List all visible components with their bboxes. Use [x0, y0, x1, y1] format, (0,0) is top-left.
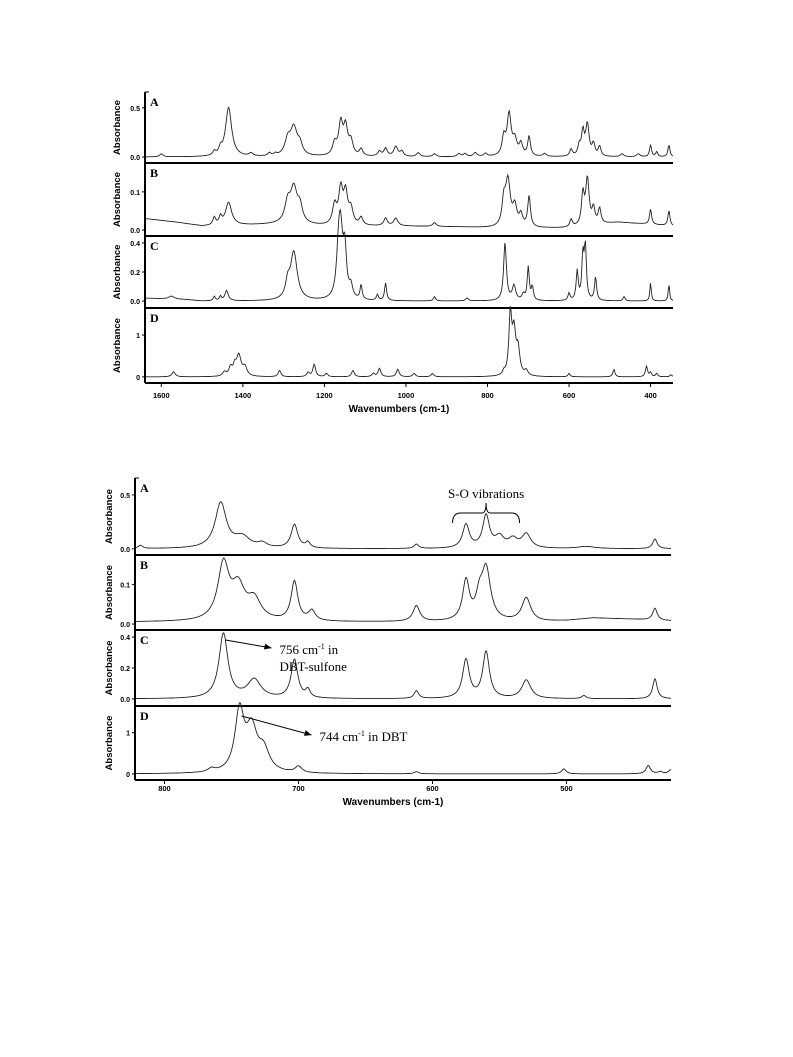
x-tick-label: 800: [481, 391, 494, 400]
arrow-line: [225, 639, 272, 649]
y-axis-title: Absorbance: [112, 245, 123, 300]
arrow-head: [303, 730, 312, 736]
panel-c: 0.0 0.2 0.4 C Absorbance: [104, 632, 672, 707]
x-tick-label: 1400: [235, 391, 252, 400]
annotation-peak-756: 756 cm-1 in DBT-sulfone: [225, 639, 347, 674]
x-axis-title: Wavenumbers (cm-1): [343, 797, 444, 808]
y-tick-label: 1: [136, 333, 140, 340]
bracket-shape: [452, 502, 521, 524]
panel-label: B: [140, 558, 148, 572]
panel-label: A: [150, 95, 159, 109]
arrow-line: [241, 715, 312, 736]
annotation-text-line2: DBT-sulfone: [279, 659, 347, 674]
x-tick-label: 600: [563, 391, 576, 400]
spectrum-line-a: [134, 501, 672, 549]
panel-d: 0 1 D Absorbance: [112, 306, 674, 384]
y-tick-label: 0.0: [120, 547, 130, 554]
panel-a: 0.0 0.5 A Absorbance: [104, 481, 672, 556]
y-tick-label: 0.2: [120, 666, 130, 673]
y-tick-label: 0.1: [120, 583, 130, 590]
spectrum-line-c: [135, 632, 672, 700]
chart-2: 0.0 0.5 A Absorbance 0.0 0.1 B Absorbance 0.0 0.2…: [104, 477, 672, 808]
panel-label: C: [140, 633, 149, 647]
spectrum-line-d: [135, 701, 672, 775]
spectrum-line-b: [135, 557, 671, 622]
panel-label: C: [150, 239, 159, 253]
spectrum-line-d: [145, 306, 674, 378]
y-axis-title: Absorbance: [104, 641, 115, 696]
x-tick-label: 400: [644, 391, 657, 400]
annotation-so-vibrations: S-O vibrations: [448, 486, 524, 524]
y-tick-label: 0.5: [120, 493, 130, 500]
y-tick-label: 0.0: [130, 228, 140, 235]
y-tick-label: 0.0: [130, 299, 140, 306]
y-tick-label: 0.4: [120, 635, 130, 642]
panel-d: 0 1 D Absorbance: [104, 701, 672, 781]
x-tick-label: 1200: [316, 391, 333, 400]
panel-label: D: [150, 311, 159, 325]
y-axis-title: Absorbance: [104, 716, 115, 771]
y-tick-label: 0.0: [120, 622, 130, 629]
x-tick-label: 700: [292, 784, 305, 793]
annotation-text: 744 cm-1 in DBT: [320, 729, 408, 744]
y-axis-title: Absorbance: [104, 489, 115, 544]
x-tick-label: 600: [426, 784, 439, 793]
arrow-head: [263, 643, 272, 650]
x-tick-label: 500: [560, 784, 573, 793]
y-axis-title: Absorbance: [112, 318, 123, 373]
y-axis-title: Absorbance: [104, 565, 115, 620]
x-axis-title: Wavenumbers (cm-1): [349, 404, 450, 415]
y-tick-label: 0.0: [120, 697, 130, 704]
y-axis-title: Absorbance: [112, 100, 123, 155]
panel-label: D: [140, 709, 149, 723]
x-tick-label: 1000: [398, 391, 415, 400]
panel-b: 0.0 0.1 B Absorbance: [104, 557, 671, 631]
y-tick-label: 1: [126, 731, 130, 738]
chart-1: 0.0 0.5 A Absorbance 0.0 0.1 B Absorbance 0.0 0.2…: [112, 91, 674, 415]
panel-label: B: [150, 166, 158, 180]
y-axis-title: Absorbance: [112, 172, 123, 227]
panel-a: 0.0 0.5 A Absorbance: [112, 95, 674, 164]
spectrum-line-c: [145, 208, 674, 302]
y-tick-label: 0.1: [130, 190, 140, 197]
y-tick-label: 0.0: [130, 155, 140, 162]
y-tick-label: 0: [126, 772, 130, 779]
y-tick-label: 0.4: [130, 241, 140, 248]
x-tick-label: 1600: [153, 391, 170, 400]
x-tick-label: 800: [158, 784, 171, 793]
annotation-peak-744: 744 cm-1 in DBT: [241, 715, 408, 744]
panel-label: A: [140, 481, 149, 495]
panel-c: 0.0 0.2 0.4 C Absorbance: [112, 208, 674, 309]
spectrum-line-b: [144, 173, 674, 228]
panel-b: 0.0 0.1 B Absorbance: [112, 166, 674, 237]
y-tick-label: 0: [136, 375, 140, 382]
spectrum-line-a: [145, 106, 674, 158]
y-tick-label: 0.5: [130, 106, 140, 113]
annotation-text: S-O vibrations: [448, 486, 524, 501]
annotation-text: 756 cm-1 in: [279, 642, 338, 657]
y-tick-label: 0.2: [130, 270, 140, 277]
